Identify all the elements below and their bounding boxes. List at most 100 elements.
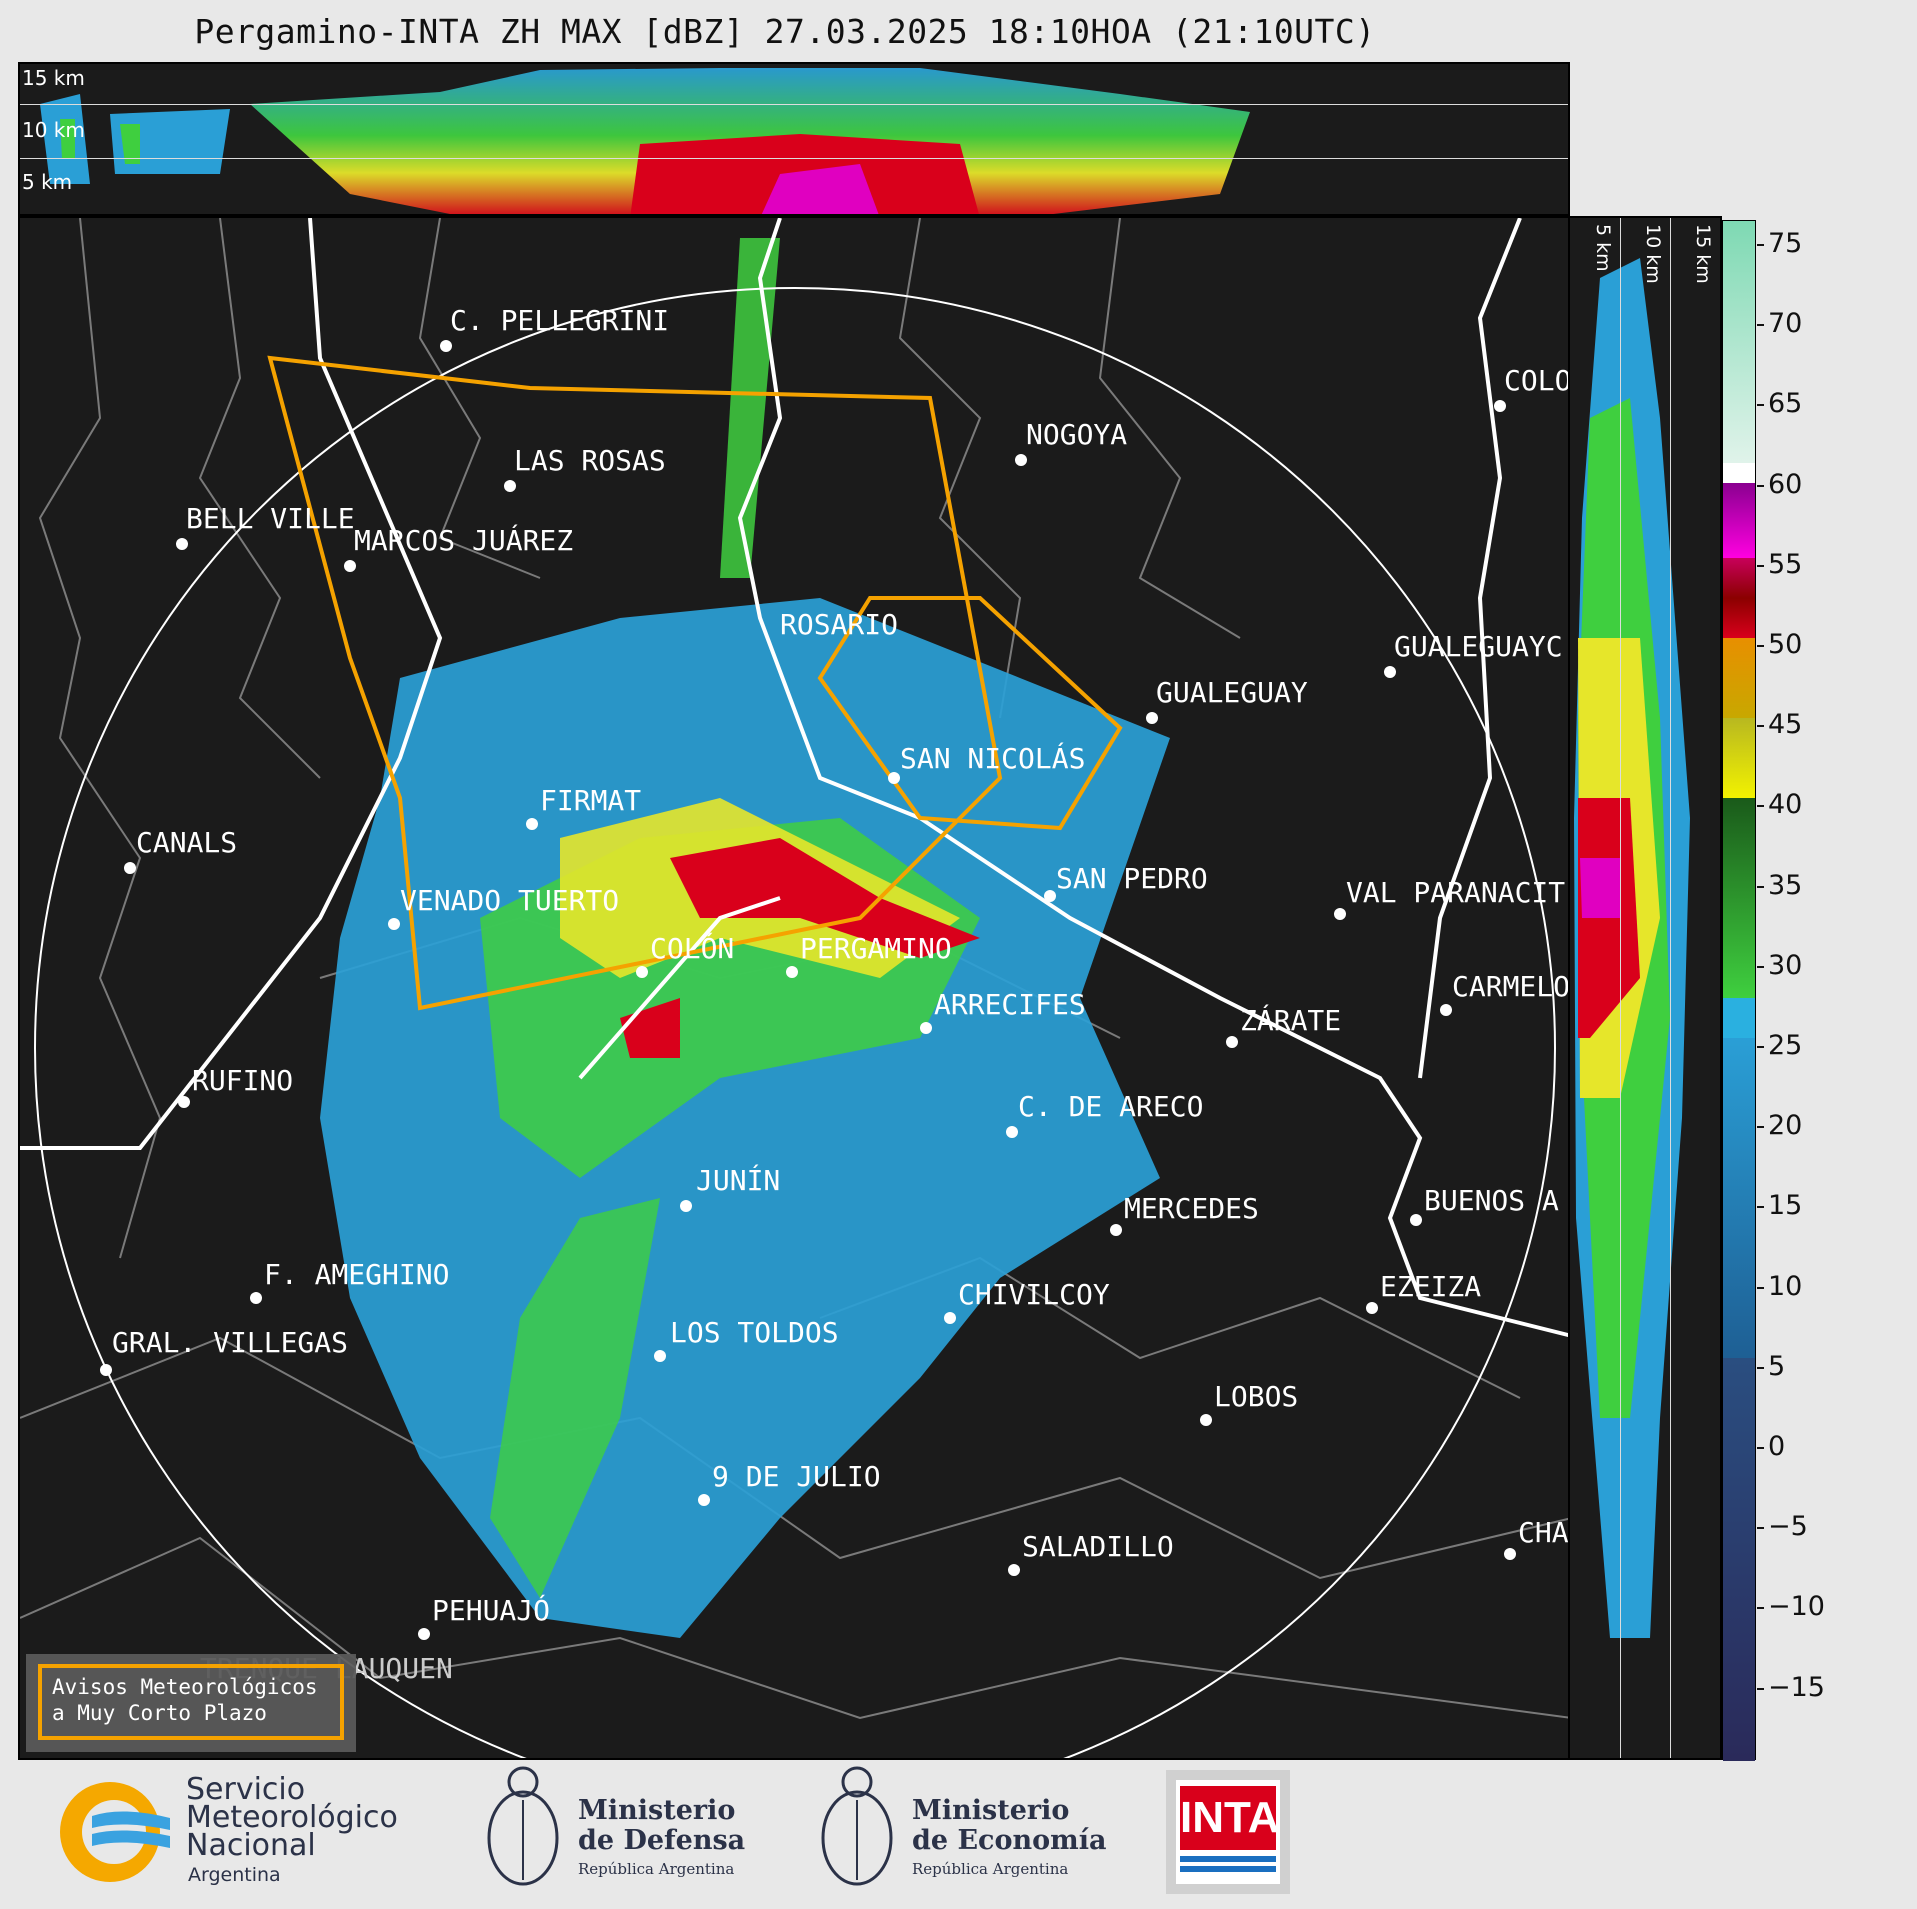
side-cross-section-echo (1574, 258, 1690, 1638)
city-label-carmelo: CARMELO (1452, 970, 1570, 1003)
grid-line-15km (20, 104, 1568, 105)
city-label-ezeiza: EZEIZA (1380, 1270, 1482, 1303)
warning-label[interactable]: Avisos Meteorológicos a Muy Corto Plazo (38, 1664, 344, 1740)
city-dot-las-rosas (504, 480, 516, 492)
defensa-title: Ministerio de Defensa (578, 1796, 745, 1856)
colorbar-tick-label: 25 (1768, 1030, 1803, 1061)
colorbar-tick-label: 5 (1768, 1350, 1786, 1382)
warning-polygons (267, 355, 1123, 1011)
city-label-san-nicolas: SAN NICOLÁS (900, 742, 1086, 775)
coat-of-arms-icon (821, 1766, 893, 1886)
smn-line-2: Meteorológico (186, 1800, 398, 1835)
city-label-los-toldos: LOS TOLDOS (670, 1316, 839, 1349)
city-label-canals: CANALS (136, 826, 238, 859)
city-dot-nogoya (1015, 454, 1027, 466)
city-dot-canals (124, 862, 136, 874)
city-label-bell-ville: BELL VILLE (186, 502, 355, 535)
city-dot-mercedes (1110, 1224, 1122, 1236)
smn-emblem-icon (60, 1782, 170, 1882)
colorbar-tick-label: −15 (1768, 1671, 1825, 1703)
city-dot-junin (680, 1200, 692, 1212)
city-label-gral-villegas: GRAL. VILLEGAS (112, 1326, 349, 1359)
top-cross-section: 15 km 10 km 5 km (18, 62, 1570, 216)
city-dot-c-de-areco (1006, 1126, 1018, 1138)
colorbar-tick-mark (1757, 1366, 1764, 1369)
colorbar-tick-mark (1757, 1206, 1764, 1209)
city-dot-chivilcoy (944, 1312, 956, 1324)
colorbar-tick-label: 70 (1768, 308, 1803, 340)
grid-line-10km (20, 158, 1568, 159)
city-label-nogoya: NOGOYA (1026, 418, 1128, 451)
colorbar-tick-mark (1757, 1527, 1764, 1530)
city-label-marcos-juarez: MARCOS JUÁREZ (354, 524, 574, 557)
colorbar-tick-mark (1757, 1607, 1764, 1610)
city-label-mercedes: MERCEDES (1124, 1192, 1259, 1225)
colorbar-tick-mark (1757, 1286, 1764, 1289)
colorbar-tick-label: 65 (1768, 388, 1803, 420)
side-label-5km: 5 km (1592, 224, 1614, 272)
defensa-country: República Argentina (578, 1860, 735, 1878)
colorbar-tick-mark (1757, 965, 1764, 968)
city-label-val-paranacito: VAL PARANACIT (1346, 876, 1566, 909)
city-dot-ezeiza (1366, 1302, 1378, 1314)
colorbar-tick-label: 55 (1768, 548, 1803, 580)
colorbar-tick-mark (1757, 805, 1764, 808)
colorbar (1722, 220, 1756, 1761)
city-label-venado-tuerto: VENADO TUERTO (400, 884, 620, 917)
colorbar-tick-label: 20 (1768, 1110, 1803, 1142)
colorbar-tick-label: 30 (1768, 949, 1803, 981)
label-10km: 10 km (22, 118, 85, 142)
city-dot-c-pellegrini (440, 340, 452, 352)
economia-line-2: de Economía (912, 1825, 1107, 1856)
smn-line-1: Servicio (186, 1772, 306, 1807)
economia-country: República Argentina (912, 1860, 1069, 1878)
city-label-zarate: ZÁRATE (1240, 1004, 1342, 1037)
colorbar-tick-label: 0 (1768, 1431, 1786, 1462)
city-label-rosario: ROSARIO (780, 608, 899, 641)
city-label-rufino: RUFINO (192, 1064, 294, 1097)
coat-of-arms-icon (487, 1766, 559, 1886)
city-label-firmat: FIRMAT (540, 784, 642, 817)
radar-map[interactable]: C. PELLEGRINI NOGOYA LAS ROSAS BELL VILL… (18, 216, 1570, 1760)
city-dot-buenos-aires (1410, 1214, 1422, 1226)
city-dot-marcos-juarez (344, 560, 356, 572)
city-dot-los-toldos (654, 1350, 666, 1362)
smn-title: Servicio Meteorológico Nacional (186, 1772, 398, 1863)
colorbar-tick-mark (1757, 645, 1764, 647)
city-dot-pehuajo (418, 1628, 430, 1640)
colorbar-tick-label: −10 (1768, 1591, 1825, 1623)
city-dot-gral-villegas (100, 1364, 112, 1376)
city-dot-arrecifes (920, 1022, 932, 1034)
city-label-c-de-areco: C. DE ARECO (1018, 1090, 1204, 1123)
city-label-c-pellegrini: C. PELLEGRINI (450, 304, 670, 337)
city-dot-9-de-julio (698, 1494, 710, 1506)
colorbar-tick-mark (1757, 1447, 1764, 1449)
city-label-saladillo: SALADILLO (1022, 1530, 1174, 1563)
colorbar-tick-label: 75 (1768, 228, 1803, 259)
city-label-colo: COLO (1504, 364, 1570, 397)
city-label-pergamino: PERGAMINO (800, 932, 952, 965)
city-dot-lobos (1200, 1414, 1212, 1426)
city-label-lobos: LOBOS (1214, 1380, 1299, 1413)
colorbar-tick-label: 35 (1768, 869, 1803, 901)
top-cross-section-echo (40, 68, 1250, 214)
colorbar-tick-label: 10 (1768, 1270, 1803, 1302)
smn-country: Argentina (188, 1864, 281, 1886)
city-label-f-ameghino: F. AMEGHINO (264, 1258, 450, 1291)
inta-logo: INTA (1166, 1770, 1290, 1894)
colorbar-tick-label: 45 (1768, 709, 1803, 741)
city-label-las-rosas: LAS ROSAS (514, 444, 666, 477)
label-15km: 15 km (22, 66, 85, 90)
city-dot-cha (1504, 1548, 1516, 1560)
colorbar-tick-mark (1757, 725, 1764, 728)
city-dot-san-pedro (1044, 890, 1056, 902)
city-dot-f-ameghino (250, 1292, 262, 1304)
colorbar-tick-label: 40 (1768, 789, 1803, 821)
city-dot-gualeguaychu (1384, 666, 1396, 678)
smn-line-3: Nacional (186, 1828, 316, 1863)
city-label-san-pedro: SAN PEDRO (1056, 862, 1208, 895)
city-dot-saladillo (1008, 1564, 1020, 1576)
colorbar-tick-mark (1757, 564, 1764, 567)
colorbar-tick-label: 50 (1768, 629, 1803, 660)
colorbar-tick-mark (1757, 404, 1764, 407)
